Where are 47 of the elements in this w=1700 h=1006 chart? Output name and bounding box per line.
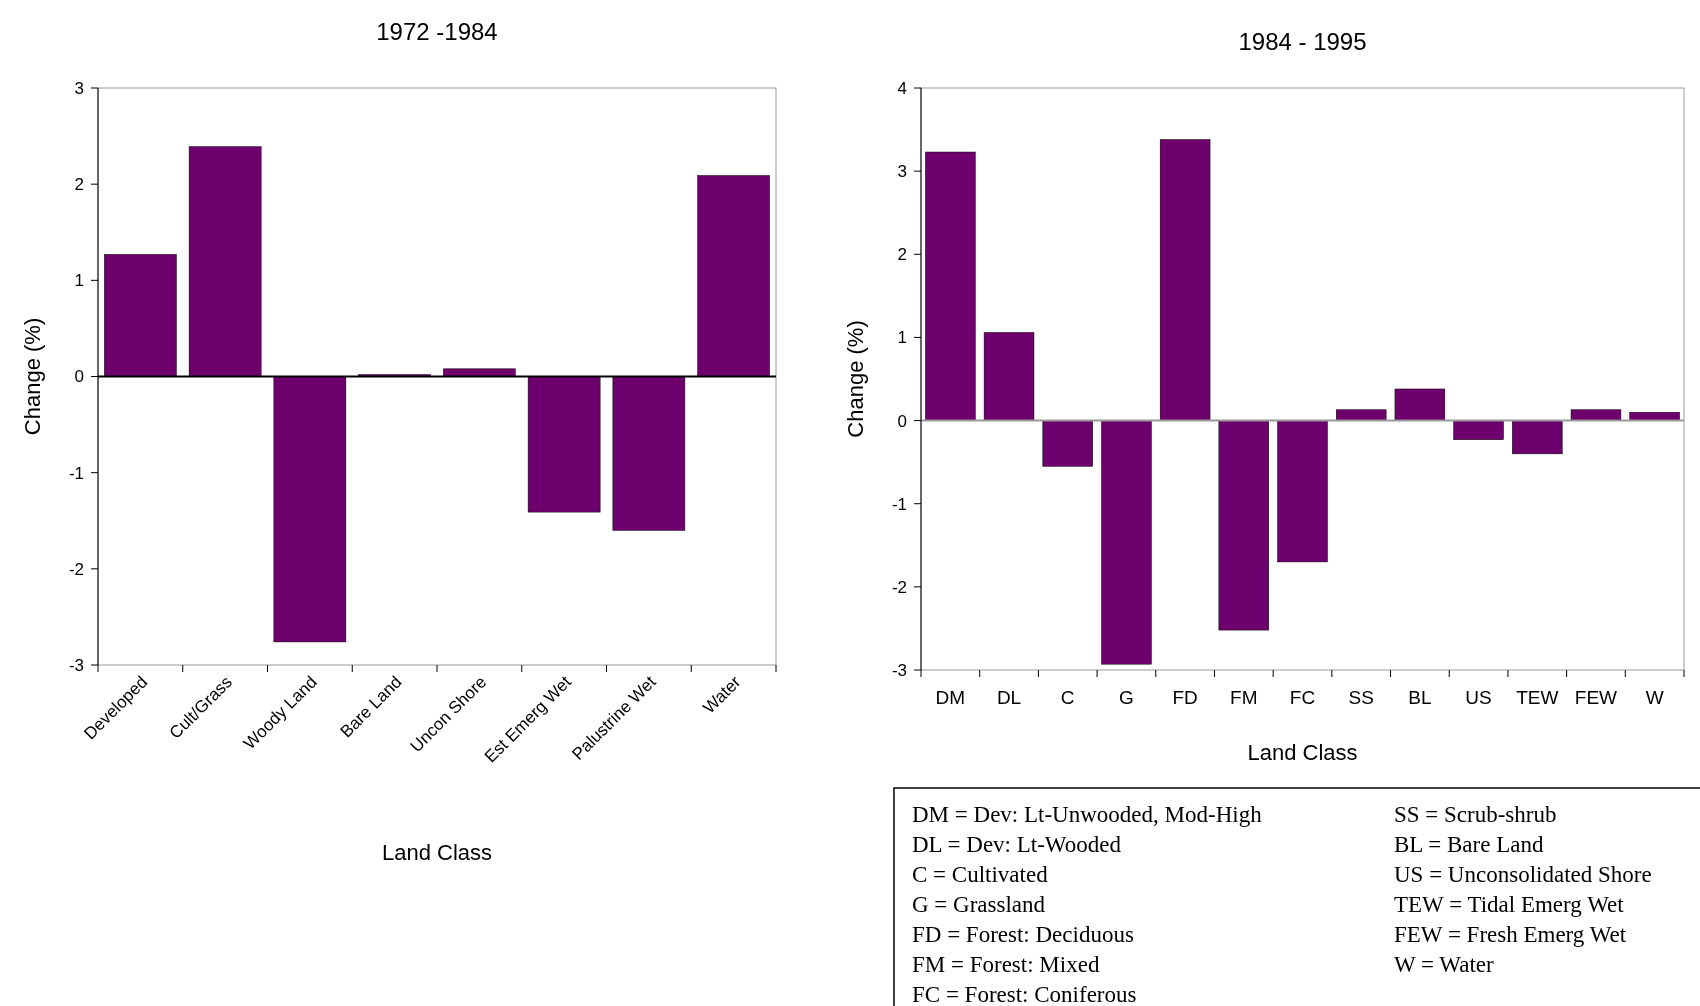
x-tick-label: BL <box>1408 687 1432 708</box>
x-tick-label: SS <box>1348 687 1374 708</box>
y-tick-label: 0 <box>74 367 84 387</box>
x-tick-label: TEW <box>1516 687 1559 708</box>
chart-title: 1972 -1984 <box>376 18 498 45</box>
y-tick-label: -2 <box>68 559 84 579</box>
x-tick-label: W <box>1645 687 1664 708</box>
y-tick-label: 4 <box>897 78 907 98</box>
text: FC = Forest: Coniferous <box>912 982 1137 1006</box>
x-tick-label: G <box>1119 687 1134 708</box>
x-tick-label: C <box>1060 687 1075 708</box>
x-tick-label: FEW <box>1574 687 1618 708</box>
x-tick-label: FC <box>1289 687 1316 708</box>
text: TEW = Tidal Emerg Wet <box>1394 892 1625 917</box>
chart-title: 1984 - 1995 <box>1238 28 1367 55</box>
text: W = Water <box>1394 952 1495 977</box>
y-tick-label: 1 <box>74 271 84 291</box>
y-tick-label: -3 <box>68 655 84 675</box>
y-axis-title: Change (%) <box>20 317 45 436</box>
y-tick-label: 3 <box>897 162 907 182</box>
y-tick-label: -1 <box>68 463 84 483</box>
y-tick-label: 1 <box>897 328 907 348</box>
x-axis-title: Land Class <box>381 840 493 865</box>
text: FEW = Fresh Emerg Wet <box>1394 922 1627 947</box>
x-tick-label: DM <box>935 687 966 708</box>
y-tick-label: -1 <box>891 494 907 514</box>
x-axis-title: Land Class <box>1247 740 1358 765</box>
text: DM = Dev: Lt-Unwooded, Mod-High <box>912 802 1263 827</box>
y-tick-label: -2 <box>891 577 907 597</box>
x-tick-label: FD <box>1172 687 1198 708</box>
text: FM = Forest: Mixed <box>912 952 1100 977</box>
text: SS = Scrub-shrub <box>1394 802 1557 827</box>
y-tick-label: 3 <box>74 78 84 98</box>
x-tick-label: DL <box>996 687 1022 708</box>
text: G = Grassland <box>912 892 1046 917</box>
y-axis-title: Change (%) <box>843 320 868 438</box>
text: BL = Bare Land <box>1394 832 1544 857</box>
x-tick-label: US <box>1465 687 1492 708</box>
y-tick-label: 2 <box>74 175 84 195</box>
y-tick-label: 2 <box>897 245 907 265</box>
text: DL = Dev: Lt-Wooded <box>912 832 1122 857</box>
y-tick-label: -3 <box>891 660 907 680</box>
text: C = Cultivated <box>912 862 1049 887</box>
y-tick-label: 0 <box>897 411 907 431</box>
text: FD = Forest: Deciduous <box>912 922 1134 947</box>
text: US = Unconsolidated Shore <box>1394 862 1652 887</box>
x-tick-label: FM <box>1230 687 1258 708</box>
